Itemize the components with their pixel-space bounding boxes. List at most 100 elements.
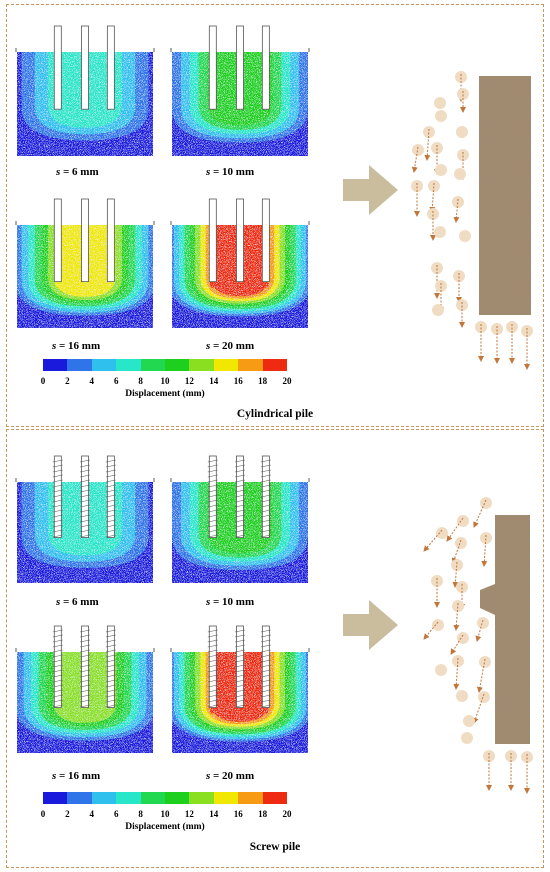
- transition-arrow-1: [343, 600, 398, 650]
- particle-cyl-6: [431, 142, 443, 175]
- soil-snapshot-0-3: [170, 198, 310, 328]
- colorbar-segment: [213, 359, 239, 371]
- colorbar-segment: [262, 792, 288, 804]
- particle-screw-0: [473, 497, 492, 528]
- colorbar-segment: [43, 359, 68, 371]
- colorbar-segment: [213, 792, 239, 804]
- particle-cyl-5: [456, 126, 468, 138]
- colorbar-tick-label: 10: [160, 376, 170, 386]
- pile-2: [106, 198, 115, 283]
- colorbar-tick-label: 16: [233, 809, 243, 819]
- pile-0: [53, 25, 62, 110]
- soil-snapshot-0-2: [15, 198, 155, 328]
- colorbar-tick-label: 18: [258, 809, 268, 819]
- particle-screw-14: [435, 664, 447, 676]
- particle-screw-3: [480, 532, 492, 567]
- colorbar-tick-label: 4: [89, 376, 95, 386]
- snapshot-label-p0-0: s = 6 mm: [56, 166, 99, 178]
- particle-screw-19: [483, 750, 495, 791]
- particle-screw-8: [452, 600, 464, 631]
- colorbar-segment: [189, 359, 214, 371]
- screw-pile-schematic: [480, 515, 530, 744]
- particle-cyl-10: [454, 168, 466, 180]
- particle-screw-11: [450, 632, 469, 655]
- colorbar-segment: [189, 792, 214, 804]
- particle-screw-17: [463, 715, 475, 727]
- particle-cyl-1: [457, 88, 469, 113]
- top-panel-frame: [6, 4, 544, 427]
- particle-screw-5: [451, 559, 463, 588]
- particle-screw-7: [456, 581, 468, 610]
- colorbar-segment: [165, 792, 190, 804]
- particle-screw-1: [446, 515, 469, 542]
- particle-cyl-21: [432, 304, 444, 316]
- pile-0: [53, 198, 62, 283]
- colorbar-segment: [140, 792, 166, 804]
- particle-cyl-13: [452, 196, 464, 223]
- cylindrical-pile-schematic: [479, 76, 531, 315]
- colorbar-tick-label: 20: [282, 809, 292, 819]
- particle-cyl-16: [459, 230, 471, 242]
- colorbar-tick-label: 6: [113, 809, 119, 819]
- colorbar-top: [43, 359, 288, 371]
- colorbar-segment: [165, 359, 190, 371]
- pile-0: [208, 25, 217, 110]
- pile-1: [81, 25, 89, 110]
- soil-snapshot-1-3: [170, 625, 310, 753]
- colorbar-tick-label: 14: [209, 376, 219, 386]
- colorbar-tick-label: 0: [40, 809, 46, 819]
- snapshot-label-p0-3: s = 20 mm: [206, 340, 255, 352]
- colorbar-tick-label: 12: [184, 809, 194, 819]
- pile-2: [261, 25, 270, 110]
- particle-cyl-3: [435, 110, 447, 122]
- particle-screw-4: [451, 537, 467, 564]
- particle-cyl-18: [453, 270, 465, 303]
- particle-screw-16: [472, 691, 490, 724]
- particle-cyl-9: [435, 164, 447, 176]
- particle-screw-20: [505, 750, 517, 791]
- colorbar-segment: [238, 792, 263, 804]
- colorbar-tick-label: 8: [138, 809, 143, 819]
- soil-snapshot-1-1: [170, 455, 310, 583]
- soil-snapshot-0-0: [15, 25, 155, 156]
- pile-0: [208, 198, 217, 283]
- colorbar-segment: [67, 792, 92, 804]
- colorbar-tick-label: 2: [65, 809, 70, 819]
- particle-screw-12: [452, 655, 464, 690]
- colorbar-tick-label: 12: [184, 376, 194, 386]
- particle-screw-13: [476, 656, 491, 693]
- soil-snapshot-1-0: [15, 455, 155, 583]
- particle-cyl-24: [506, 321, 518, 364]
- snapshot-label-p1-2: s = 16 mm: [52, 770, 101, 782]
- colorbar-segment: [43, 792, 68, 804]
- particle-cyl-22: [475, 321, 487, 362]
- pile-1: [81, 198, 89, 283]
- colorbar-segment: [91, 792, 117, 804]
- soil-snapshot-0-1: [170, 25, 310, 156]
- particle-cyl-11: [428, 180, 440, 213]
- colorbar-tick-label: 20: [282, 376, 292, 386]
- particle-screw-18: [461, 732, 473, 744]
- particle-screw-10: [475, 617, 489, 642]
- pile-1: [236, 25, 244, 110]
- pile-2: [261, 198, 270, 283]
- particle-cyl-14: [427, 208, 439, 241]
- particle-cyl-7: [411, 144, 424, 173]
- colorbar-segment: [116, 792, 141, 804]
- colorbar-tick-label: 14: [209, 809, 219, 819]
- colorbar-segment: [140, 359, 166, 371]
- particle-cyl-12: [411, 180, 423, 217]
- colorbar-segment: [116, 359, 141, 371]
- particle-screw-6: [431, 575, 443, 608]
- particle-cyl-15: [434, 226, 446, 238]
- particle-cyl-23: [491, 323, 503, 364]
- caption-screw-pile: Screw pile: [249, 841, 301, 853]
- colorbar-tick-label: 2: [65, 376, 70, 386]
- soil-snapshot-1-2: [15, 625, 155, 753]
- colorbar-bottom: [43, 792, 288, 804]
- particle-cyl-4: [423, 126, 435, 161]
- colorbar-segment: [238, 359, 263, 371]
- particle-cyl-2: [434, 97, 446, 109]
- colorbar-segment: [262, 359, 288, 371]
- particle-screw-15: [456, 690, 468, 702]
